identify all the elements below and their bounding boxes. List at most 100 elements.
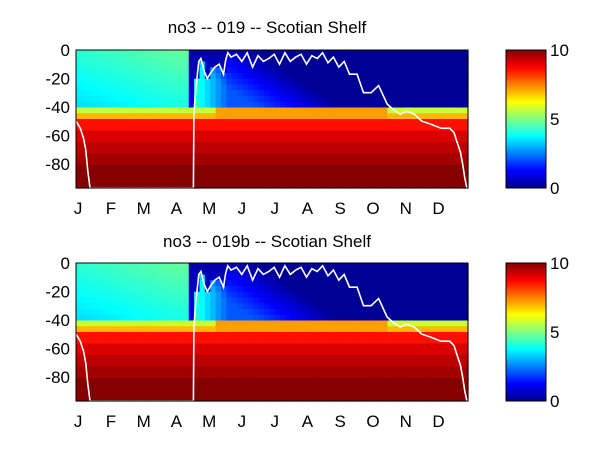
heatmap-cell <box>81 360 88 368</box>
heatmap-cell <box>258 147 265 155</box>
heatmap-cell <box>280 360 287 368</box>
heatmap-cell <box>419 73 426 80</box>
heatmap-cell <box>414 314 421 322</box>
heatmap-cell <box>344 268 351 276</box>
heatmap-cell <box>376 119 383 126</box>
heatmap-cell <box>194 90 201 97</box>
heatmap-cell <box>263 119 270 126</box>
heatmap-cell <box>188 153 195 160</box>
heatmap-cell <box>129 343 136 350</box>
heatmap-cell <box>135 343 142 350</box>
heatmap-cell <box>118 349 125 356</box>
heatmap-cell <box>339 170 346 178</box>
heatmap-cell <box>253 280 260 287</box>
heatmap-cell <box>312 332 319 339</box>
heatmap-cell <box>183 124 190 132</box>
heatmap-cell <box>210 78 217 86</box>
heatmap-cell <box>408 182 415 189</box>
heatmap-cell <box>355 303 362 310</box>
heatmap-cell <box>151 165 158 172</box>
heatmap-cell <box>199 176 206 183</box>
heatmap-cell <box>425 332 432 339</box>
heatmap-cell <box>237 286 244 293</box>
heatmap-cell <box>118 297 125 304</box>
heatmap-cell <box>263 165 270 172</box>
heatmap-cell <box>242 286 249 293</box>
heatmap-cell <box>102 90 109 97</box>
heatmap-cell <box>446 309 453 316</box>
heatmap-cell <box>135 124 142 132</box>
heatmap-cell <box>253 142 260 149</box>
heatmap-cell <box>194 165 201 172</box>
heatmap-cell <box>274 165 281 172</box>
heatmap-cell <box>178 130 184 137</box>
heatmap-cell <box>161 263 168 270</box>
heatmap-cell <box>457 165 464 172</box>
heatmap-cell <box>392 165 399 172</box>
heatmap-cell <box>301 280 308 287</box>
heatmap-cell <box>312 349 319 356</box>
heatmap-cell <box>355 378 362 385</box>
heatmap-cell <box>156 372 163 379</box>
heatmap-cell <box>425 159 432 166</box>
heatmap-cell <box>382 263 389 270</box>
heatmap-cell <box>274 286 281 293</box>
heatmap-cell <box>446 96 453 103</box>
heatmap-cell <box>161 182 168 189</box>
heatmap-cell <box>204 274 211 281</box>
heatmap-cell <box>290 314 297 322</box>
heatmap-cell <box>247 274 254 281</box>
heatmap-cell <box>365 291 372 299</box>
heatmap-cell <box>280 389 287 396</box>
heatmap-cell <box>226 176 233 183</box>
heatmap-cell <box>156 142 163 149</box>
heatmap-cell <box>408 372 415 379</box>
heatmap-cell <box>204 326 211 333</box>
heatmap-cell <box>392 332 399 339</box>
heatmap-cell <box>124 274 131 281</box>
heatmap-cell <box>462 119 469 126</box>
heatmap-cell <box>360 165 367 172</box>
heatmap-cell <box>296 67 303 74</box>
heatmap-cell <box>76 286 82 293</box>
heatmap-cell <box>290 153 297 160</box>
heatmap-cell <box>430 383 437 391</box>
heatmap-cell <box>167 383 174 391</box>
heatmap-cell <box>194 349 201 356</box>
heatmap-cell <box>188 263 195 270</box>
heatmap-cell <box>231 274 238 281</box>
heatmap-cell <box>129 182 136 189</box>
heatmap-cell <box>290 263 297 270</box>
heatmap-cell <box>253 349 260 356</box>
heatmap-cell <box>231 73 238 80</box>
heatmap-cell <box>457 320 464 327</box>
heatmap-cell <box>102 349 109 356</box>
heatmap-cell <box>387 378 394 385</box>
heatmap-cell <box>392 73 399 80</box>
heatmap-cell <box>199 332 206 339</box>
heatmap-cell <box>414 389 421 396</box>
heatmap-cell <box>124 73 131 80</box>
heatmap-cell <box>215 113 222 120</box>
heatmap-cell <box>398 366 405 373</box>
heatmap-cell <box>183 96 190 103</box>
panel-1-x-ticks: J F M A M J J A S O N D <box>74 199 445 218</box>
heatmap-cell <box>425 96 432 103</box>
heatmap-cell <box>306 61 313 68</box>
heatmap-cell <box>172 124 179 132</box>
heatmap-cell <box>113 73 120 80</box>
heatmap-cell <box>199 297 206 304</box>
heatmap-cell <box>462 159 469 166</box>
heatmap-cell <box>253 78 260 86</box>
heatmap-cell <box>333 147 340 155</box>
heatmap-cell <box>199 268 206 276</box>
heatmap-cell <box>118 303 125 310</box>
heatmap-cell <box>387 113 394 120</box>
heatmap-cell <box>398 360 405 368</box>
heatmap-cell <box>178 395 184 402</box>
heatmap-cell <box>403 314 410 322</box>
heatmap-cell <box>333 360 340 368</box>
heatmap-cell <box>333 372 340 379</box>
heatmap-cell <box>199 372 206 379</box>
heatmap-cell <box>183 389 190 396</box>
